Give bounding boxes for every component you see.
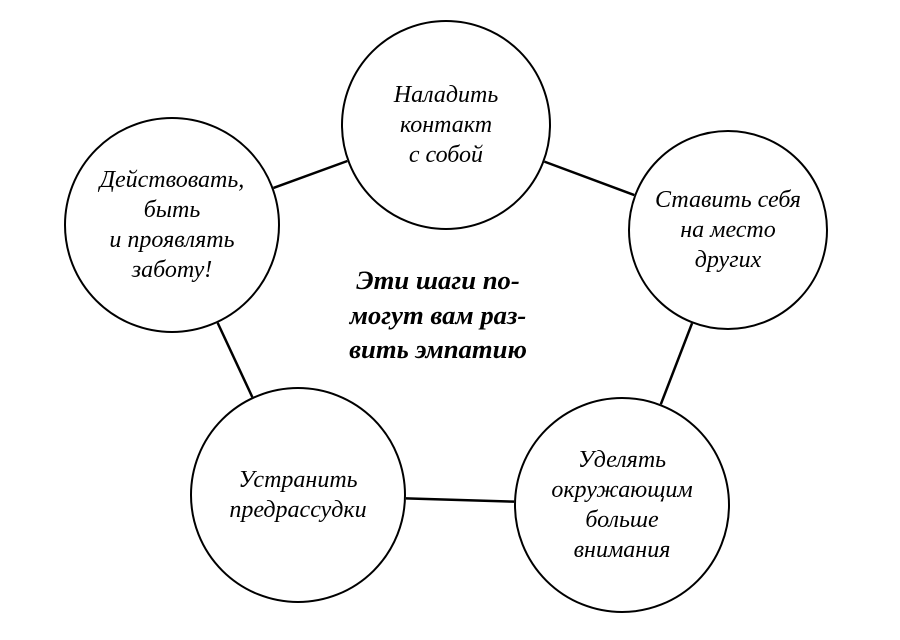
diagram-edge xyxy=(218,323,253,397)
diagram-node: Уделять окружающим больше внимания xyxy=(514,397,730,613)
diagram-edge xyxy=(406,498,514,501)
diagram-node-label: Действовать, быть и проявлять заботу! xyxy=(100,165,245,285)
diagram-node-label: Устранить предрассудки xyxy=(229,465,366,525)
diagram-edge xyxy=(544,162,634,195)
diagram-node: Действовать, быть и проявлять заботу! xyxy=(64,117,280,333)
diagram-node-label: Наладить контакт с собой xyxy=(394,80,498,170)
diagram-stage: Эти шаги по- могут вам раз- вить эмпатию… xyxy=(0,0,900,640)
diagram-node: Наладить контакт с собой xyxy=(341,20,551,230)
diagram-edge xyxy=(661,323,692,404)
diagram-node-label: Ставить себя на место других xyxy=(655,185,801,275)
diagram-node: Ставить себя на место других xyxy=(628,130,828,330)
diagram-node-label: Уделять окружающим больше внимания xyxy=(551,445,692,565)
diagram-edge xyxy=(273,161,347,188)
diagram-node: Устранить предрассудки xyxy=(190,387,406,603)
diagram-center-label: Эти шаги по- могут вам раз- вить эмпатию xyxy=(349,263,527,367)
